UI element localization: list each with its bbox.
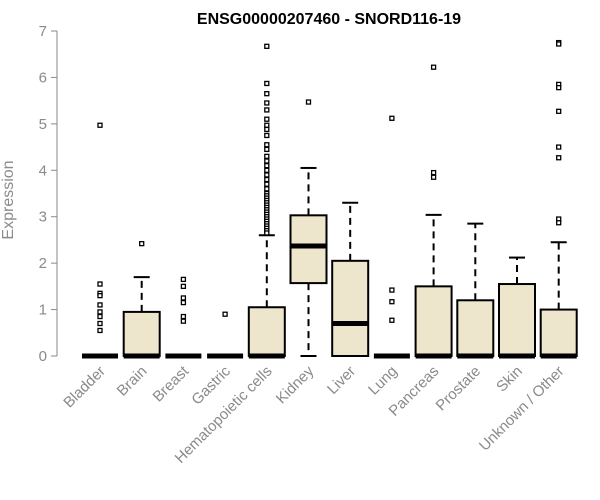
outlier-point bbox=[264, 80, 270, 87]
outlier-point bbox=[97, 313, 103, 320]
outlier-point bbox=[305, 99, 312, 105]
x-category-label: Skin bbox=[493, 363, 526, 396]
outlier-point bbox=[180, 295, 187, 301]
outlier-point bbox=[180, 313, 187, 320]
x-category-label: Prostate bbox=[433, 363, 485, 415]
box-skin bbox=[498, 256, 536, 359]
box-iqr bbox=[498, 283, 536, 357]
outlier-point bbox=[97, 281, 103, 287]
box-lung bbox=[373, 115, 410, 359]
outlier-point bbox=[264, 116, 270, 122]
box-hematopoietic-cells bbox=[247, 43, 286, 359]
outlier-point bbox=[264, 100, 270, 106]
outlier-point bbox=[264, 186, 270, 192]
y-tick-label: 7 bbox=[39, 23, 47, 40]
outlier-point bbox=[556, 155, 562, 161]
outlier-point bbox=[97, 327, 103, 334]
outlier-point bbox=[264, 162, 270, 169]
box-pancreas bbox=[414, 64, 453, 359]
outlier-point bbox=[97, 302, 103, 308]
outlier-point bbox=[264, 132, 270, 139]
x-category-label: Bladder bbox=[60, 363, 109, 412]
outlier-point bbox=[264, 153, 270, 160]
y-axis-title: Expression bbox=[0, 160, 17, 239]
outlier-point bbox=[389, 115, 395, 121]
plot-area bbox=[82, 39, 578, 359]
outlier-point bbox=[97, 309, 103, 315]
box-breast bbox=[165, 276, 202, 359]
box-gastric bbox=[207, 311, 244, 359]
outlier-point bbox=[139, 240, 145, 247]
box-brain bbox=[122, 240, 161, 359]
box-iqr bbox=[456, 299, 495, 357]
box-prostate bbox=[456, 222, 495, 359]
outlier-point bbox=[180, 299, 187, 306]
outlier-point bbox=[264, 126, 270, 133]
x-category-label: Liver bbox=[324, 363, 359, 398]
outlier-point bbox=[389, 317, 395, 323]
outlier-point bbox=[264, 43, 270, 49]
chart-title: ENSG00000207460 - SNORD116-19 bbox=[197, 11, 461, 28]
outlier-point bbox=[556, 41, 562, 47]
y-tick-label: 4 bbox=[39, 162, 47, 179]
box-liver bbox=[331, 201, 370, 358]
y-tick-label: 5 bbox=[39, 116, 47, 133]
y-tick-label: 1 bbox=[39, 302, 47, 319]
outlier-point bbox=[264, 167, 270, 173]
outlier-point bbox=[264, 91, 270, 97]
outlier-point bbox=[180, 276, 187, 283]
box-unknown-other bbox=[539, 39, 578, 359]
box-iqr bbox=[122, 310, 161, 357]
box-kidney bbox=[289, 99, 328, 357]
outlier-point bbox=[556, 220, 562, 226]
y-axis: 0 1 2 3 4 5 6 7 bbox=[39, 23, 58, 365]
outlier-point bbox=[264, 230, 270, 236]
outlier-point bbox=[389, 287, 395, 293]
y-tick-label: 3 bbox=[39, 209, 47, 226]
outlier-point bbox=[264, 122, 270, 128]
box-iqr bbox=[539, 308, 578, 358]
outlier-point bbox=[430, 169, 437, 176]
outlier-point bbox=[97, 292, 103, 299]
outlier-point bbox=[556, 84, 562, 91]
outlier-point bbox=[264, 172, 270, 178]
box-iqr bbox=[331, 259, 370, 358]
y-tick-label: 6 bbox=[39, 69, 47, 86]
box-iqr bbox=[289, 214, 328, 285]
outlier-point bbox=[556, 144, 562, 150]
outlier-point bbox=[97, 320, 103, 327]
x-category-label: Brain bbox=[114, 363, 151, 400]
x-category-label: Kidney bbox=[273, 362, 318, 407]
outlier-point bbox=[264, 181, 270, 187]
outlier-point bbox=[264, 176, 270, 183]
outlier-point bbox=[97, 122, 103, 128]
outlier-point bbox=[264, 158, 270, 164]
y-tick-label: 0 bbox=[39, 348, 47, 365]
outlier-point bbox=[264, 142, 270, 148]
y-tick-label: 2 bbox=[39, 255, 47, 272]
x-category-label: Lung bbox=[365, 363, 401, 399]
box-iqr bbox=[414, 285, 453, 358]
outlier-point bbox=[180, 318, 187, 324]
outlier-point bbox=[264, 107, 270, 113]
outlier-point bbox=[430, 174, 437, 180]
outlier-point bbox=[180, 283, 187, 290]
outlier-point bbox=[222, 311, 228, 317]
box-bladder bbox=[82, 122, 118, 359]
outlier-point bbox=[389, 299, 395, 305]
outlier-point bbox=[556, 108, 562, 114]
outlier-point bbox=[430, 64, 437, 70]
x-category-label: Breast bbox=[150, 362, 193, 405]
outlier-point bbox=[264, 146, 270, 153]
box-iqr bbox=[247, 306, 286, 357]
